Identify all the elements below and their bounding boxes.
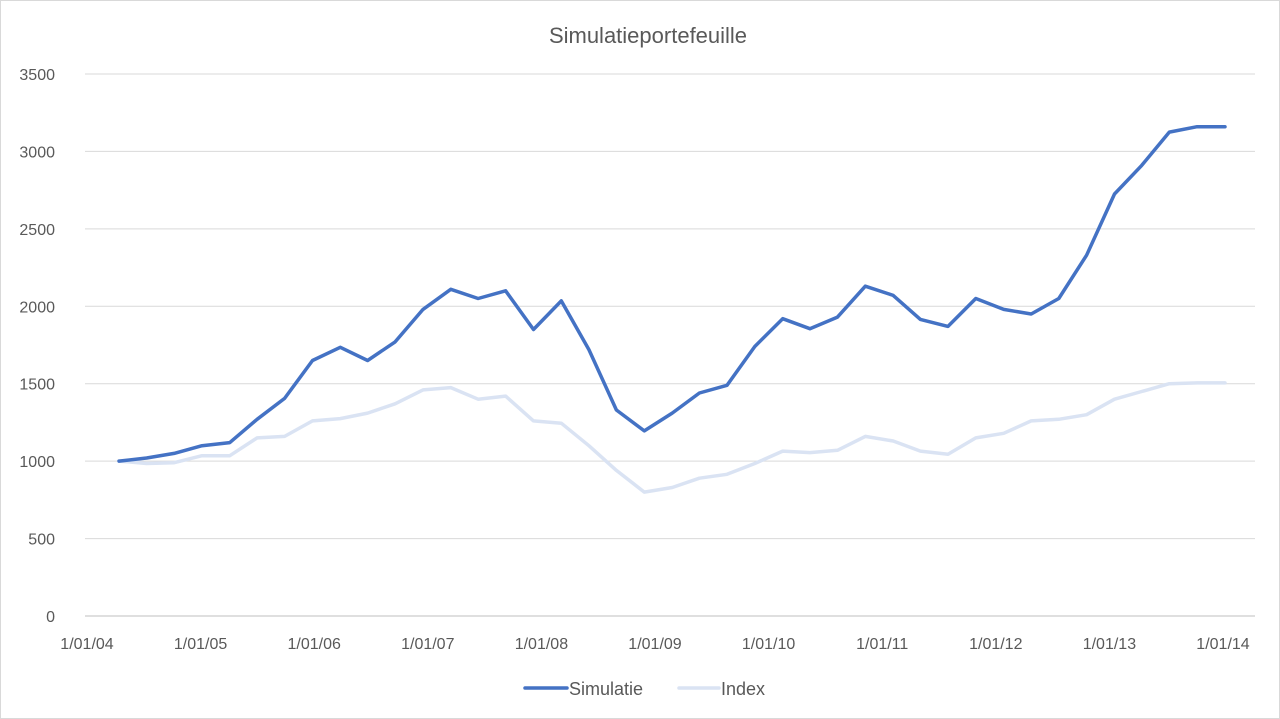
x-tick-label: 1/01/07 bbox=[401, 636, 454, 653]
y-tick-label: 2500 bbox=[19, 222, 55, 239]
x-tick-label: 1/01/06 bbox=[288, 636, 341, 653]
x-tick-label: 1/01/05 bbox=[174, 636, 227, 653]
y-tick-label: 1000 bbox=[19, 454, 55, 471]
x-tick-label: 1/01/13 bbox=[1083, 636, 1136, 653]
y-tick-label: 500 bbox=[28, 532, 55, 549]
y-tick-label: 2000 bbox=[19, 299, 55, 316]
x-tick-label: 1/01/10 bbox=[742, 636, 795, 653]
y-axis-ticks: 0 500 1000 1500 2000 2500 3000 3500 bbox=[19, 67, 55, 626]
y-tick-label: 3000 bbox=[19, 144, 55, 161]
y-tick-label: 3500 bbox=[19, 67, 55, 84]
legend: Simulatie Index bbox=[523, 679, 765, 699]
y-tick-label: 1500 bbox=[19, 377, 55, 394]
x-tick-label: 1/01/04 bbox=[60, 636, 113, 653]
chart-title: Simulatieportefeuille bbox=[549, 23, 747, 48]
legend-label-index: Index bbox=[721, 679, 765, 699]
x-tick-label: 1/01/11 bbox=[856, 636, 908, 653]
legend-label-simulatie: Simulatie bbox=[569, 679, 643, 699]
series-line-simulatie bbox=[117, 124, 1227, 463]
x-tick-label: 1/01/08 bbox=[515, 636, 568, 653]
x-tick-label: 1/01/09 bbox=[628, 636, 681, 653]
x-axis-ticks: 1/01/04 1/01/05 1/01/06 1/01/07 1/01/08 1/01/… bbox=[60, 636, 1249, 653]
x-tick-label: 1/01/12 bbox=[969, 636, 1022, 653]
y-tick-label: 0 bbox=[46, 609, 55, 626]
x-tick-label: 1/01/14 bbox=[1196, 636, 1249, 653]
gridlines bbox=[85, 73, 1255, 540]
series-line-index bbox=[117, 381, 1227, 494]
series-lines bbox=[117, 124, 1227, 494]
